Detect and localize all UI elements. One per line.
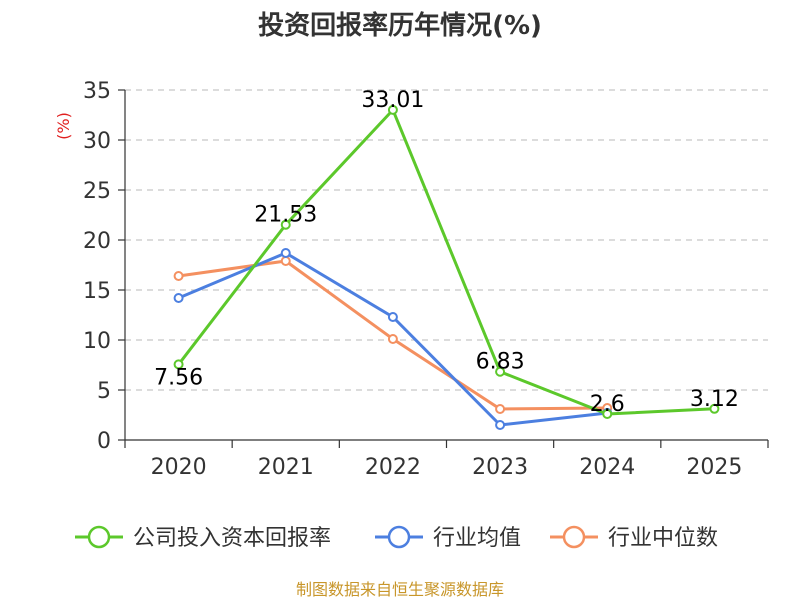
y-tick-label: 15 xyxy=(83,279,111,304)
data-point[interactable] xyxy=(495,366,506,377)
data-label: 2.6 xyxy=(590,392,625,417)
chart-title: 投资回报率历年情况(%) xyxy=(258,10,542,41)
data-point[interactable] xyxy=(495,404,506,414)
data-label: 6.83 xyxy=(476,350,525,375)
data-point[interactable] xyxy=(173,359,184,370)
x-tick-label: 2023 xyxy=(472,455,528,480)
y-tick-label: 0 xyxy=(97,429,111,454)
x-tick-label: 2022 xyxy=(365,455,421,480)
data-point[interactable] xyxy=(387,312,398,322)
data-point[interactable] xyxy=(602,409,613,419)
data-point[interactable] xyxy=(173,293,184,303)
data-labels: 7.56 21.53 33.01 6.83 2.6 3.12 xyxy=(154,88,739,417)
x-tick-label: 2025 xyxy=(686,455,742,480)
data-label: 7.56 xyxy=(154,365,203,390)
x-tick-label: 2021 xyxy=(258,455,314,480)
data-point[interactable] xyxy=(280,256,291,266)
legend-label: 行业均值 xyxy=(433,526,521,551)
legend-item-2[interactable]: 行业中位数 xyxy=(550,525,718,551)
data-label: 21.53 xyxy=(254,203,317,228)
legend-item-0[interactable]: 公司投入资本回报率 xyxy=(75,525,331,551)
legend-marker xyxy=(562,525,586,549)
data-point[interactable] xyxy=(173,271,184,281)
y-tick-label: 20 xyxy=(83,229,111,254)
y-tick-label: 25 xyxy=(83,179,111,204)
legend-label: 公司投入资本回报率 xyxy=(133,526,331,551)
series-lines xyxy=(173,104,720,430)
data-point[interactable] xyxy=(387,104,398,115)
data-point[interactable] xyxy=(387,334,398,344)
data-label: 33.01 xyxy=(361,88,424,113)
legend[interactable]: 公司投入资本回报率 行业均值 行业中位数 xyxy=(75,525,718,551)
legend-marker xyxy=(387,525,411,549)
y-tick-label: 35 xyxy=(83,79,111,104)
y-tick-label: 5 xyxy=(97,379,111,404)
legend-label: 行业中位数 xyxy=(608,526,718,551)
source-note: 制图数据来自恒生聚源数据库 xyxy=(296,580,504,599)
legend-marker xyxy=(87,525,111,549)
data-label: 3.12 xyxy=(690,387,739,412)
series-line-0 xyxy=(177,108,715,416)
data-point[interactable] xyxy=(280,248,291,258)
y-tick-label: 30 xyxy=(83,129,111,154)
data-point[interactable] xyxy=(495,420,506,430)
data-point[interactable] xyxy=(709,403,720,414)
x-tick-label: 2020 xyxy=(151,455,207,480)
y-axis-unit-label: (%) xyxy=(54,112,73,140)
data-point[interactable] xyxy=(280,219,291,230)
y-tick-label: 10 xyxy=(83,329,111,354)
x-tick-label: 2024 xyxy=(579,455,635,480)
legend-item-1[interactable]: 行业均值 xyxy=(375,525,521,551)
